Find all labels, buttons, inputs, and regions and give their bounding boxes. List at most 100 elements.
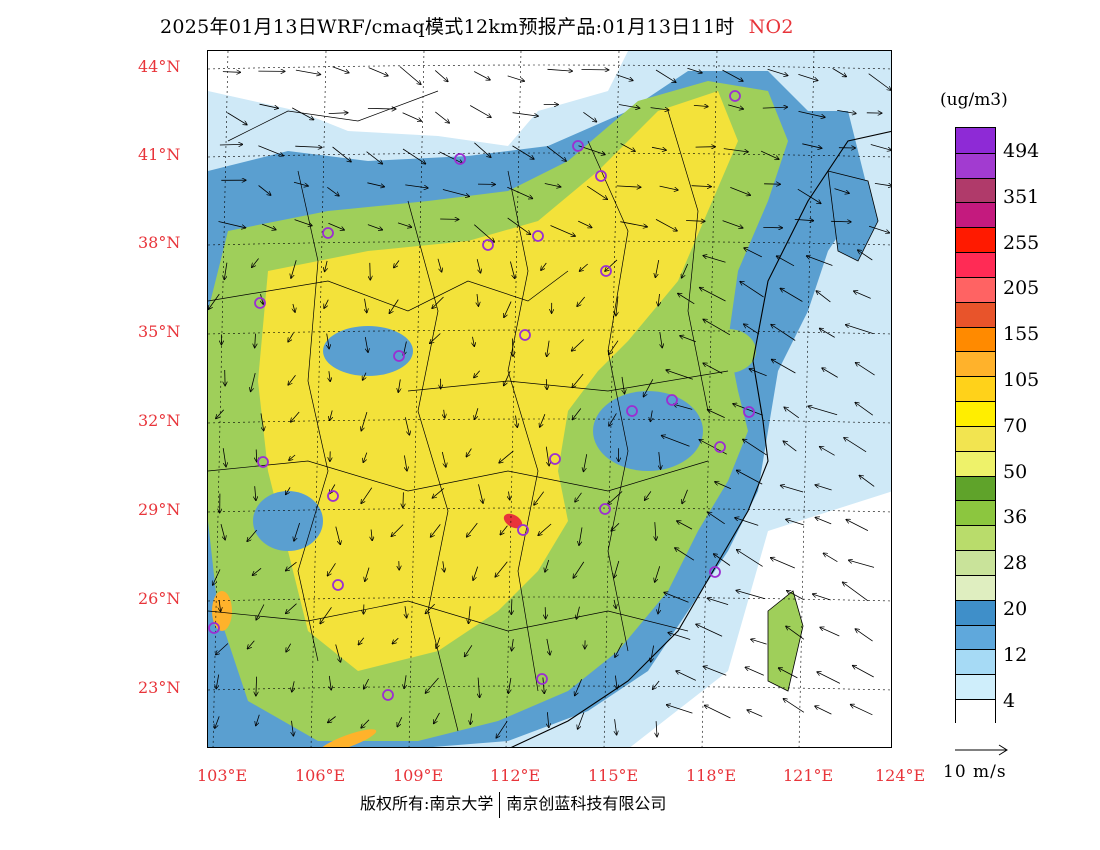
copyright-company: 南京创蓝科技有限公司	[506, 794, 667, 813]
hotspot-west	[212, 591, 232, 631]
wind-arrow	[292, 720, 294, 736]
colorbar-swatch	[956, 326, 995, 352]
wind-arrow	[219, 600, 221, 611]
copyright-divider	[499, 791, 501, 818]
colorbar-label: 155	[1003, 323, 1040, 346]
wind-arrow	[546, 638, 550, 655]
wind-arrow	[820, 447, 835, 456]
coastline	[510, 130, 891, 747]
wind-arrow	[572, 408, 582, 420]
copyright: 版权所有:南京大学 南京创蓝科技有限公司	[360, 790, 666, 818]
wind-arrow	[705, 705, 731, 719]
wind-arrow	[261, 223, 276, 230]
wind-arrow	[219, 144, 242, 145]
wind-arrow	[611, 523, 620, 531]
wind-arrow	[478, 677, 480, 698]
wind-arrow	[735, 518, 759, 526]
wind-arrow	[824, 553, 838, 563]
clean-patch-east	[593, 391, 703, 471]
wind-arrow	[365, 567, 370, 582]
wind-arrow	[508, 677, 511, 693]
city-marker	[572, 140, 584, 152]
lon-label-118: 118°E	[686, 766, 737, 785]
wind-arrow	[696, 624, 723, 637]
clean-patch-southwest	[253, 491, 323, 551]
wind-arrow	[295, 146, 322, 147]
wind-arrow	[816, 518, 832, 525]
wind-arrow	[575, 679, 582, 695]
wind-arrow	[677, 521, 693, 530]
lat-label-29: 29°N	[138, 500, 181, 519]
wind-arrow	[728, 104, 743, 109]
wind-arrow	[361, 487, 373, 504]
wind-arrow	[504, 370, 511, 385]
wind-arrow	[324, 299, 329, 308]
colorbar-label: 205	[1003, 277, 1040, 300]
wind-arrow	[466, 448, 472, 457]
wind-arrow	[327, 186, 339, 196]
colorbar-swatch	[956, 500, 995, 526]
wind-arrow	[222, 72, 240, 73]
wind-arrow	[615, 719, 617, 735]
wind-arrow	[767, 68, 788, 75]
wind-arrow	[538, 523, 552, 535]
wind-arrow	[662, 436, 690, 447]
wind-arrow	[426, 603, 435, 613]
wind-arrow	[740, 282, 764, 298]
wind-arrow	[572, 339, 585, 351]
wind-arrow	[286, 561, 297, 570]
wind-arrow	[547, 69, 573, 71]
wind-arrow	[259, 103, 279, 108]
wind-arrow	[434, 70, 448, 81]
wind-arrow	[363, 452, 368, 463]
wind-arrow	[430, 333, 441, 344]
city-marker	[382, 689, 394, 701]
wind-arrow	[216, 674, 219, 689]
lat-label-26: 26°N	[138, 589, 181, 608]
wind-arrow	[512, 112, 538, 116]
wind-arrow	[507, 186, 532, 198]
pollution-map	[207, 50, 892, 748]
wind-arrow	[252, 258, 259, 268]
wind-arrow	[253, 567, 262, 575]
wind-arrow	[650, 108, 669, 110]
wind-arrow	[676, 671, 696, 681]
wind-arrow	[256, 604, 265, 620]
wind-arrow	[737, 470, 763, 485]
city-marker	[729, 90, 741, 102]
wind-arrow	[853, 666, 874, 678]
wind-arrow	[856, 363, 875, 376]
wind-arrow	[399, 66, 421, 85]
wind-arrow	[288, 374, 296, 385]
province-boundaries	[208, 90, 729, 732]
wind-arrow	[855, 629, 873, 642]
wind-arrow	[328, 716, 336, 723]
colorbar-swatch	[956, 252, 995, 277]
wind-arrow	[802, 143, 821, 148]
colorbar-label: 494	[1003, 140, 1040, 162]
colorbar-label: 28	[1003, 552, 1028, 575]
lon-label-121: 121°E	[783, 766, 834, 785]
wind-arrow	[655, 566, 661, 582]
wind-arrow	[573, 561, 585, 578]
chart-title: 2025年01月13日WRF/cmaq模式12km预报产品:01月13日11时 N…	[160, 12, 940, 39]
city-marker	[254, 297, 266, 309]
wind-arrow	[293, 303, 295, 312]
wind-arrow	[370, 262, 371, 280]
city-marker	[709, 566, 721, 578]
wind-arrow	[467, 522, 478, 537]
wind-arrow	[366, 151, 383, 164]
wind-arrow	[329, 675, 331, 690]
wind-arrow	[658, 293, 659, 306]
lon-label-106: 106°E	[295, 766, 346, 785]
wind-arrow	[616, 74, 632, 81]
wind-arrow	[777, 256, 795, 267]
wind-arrow	[443, 561, 445, 571]
city-marker	[327, 490, 339, 502]
wind-arrow	[675, 548, 695, 561]
colorbar-swatch	[956, 152, 995, 178]
wind-arrow	[787, 591, 804, 600]
wind-arrow	[686, 221, 705, 222]
wind-arrow	[325, 260, 328, 271]
wind-arrow	[798, 111, 825, 117]
